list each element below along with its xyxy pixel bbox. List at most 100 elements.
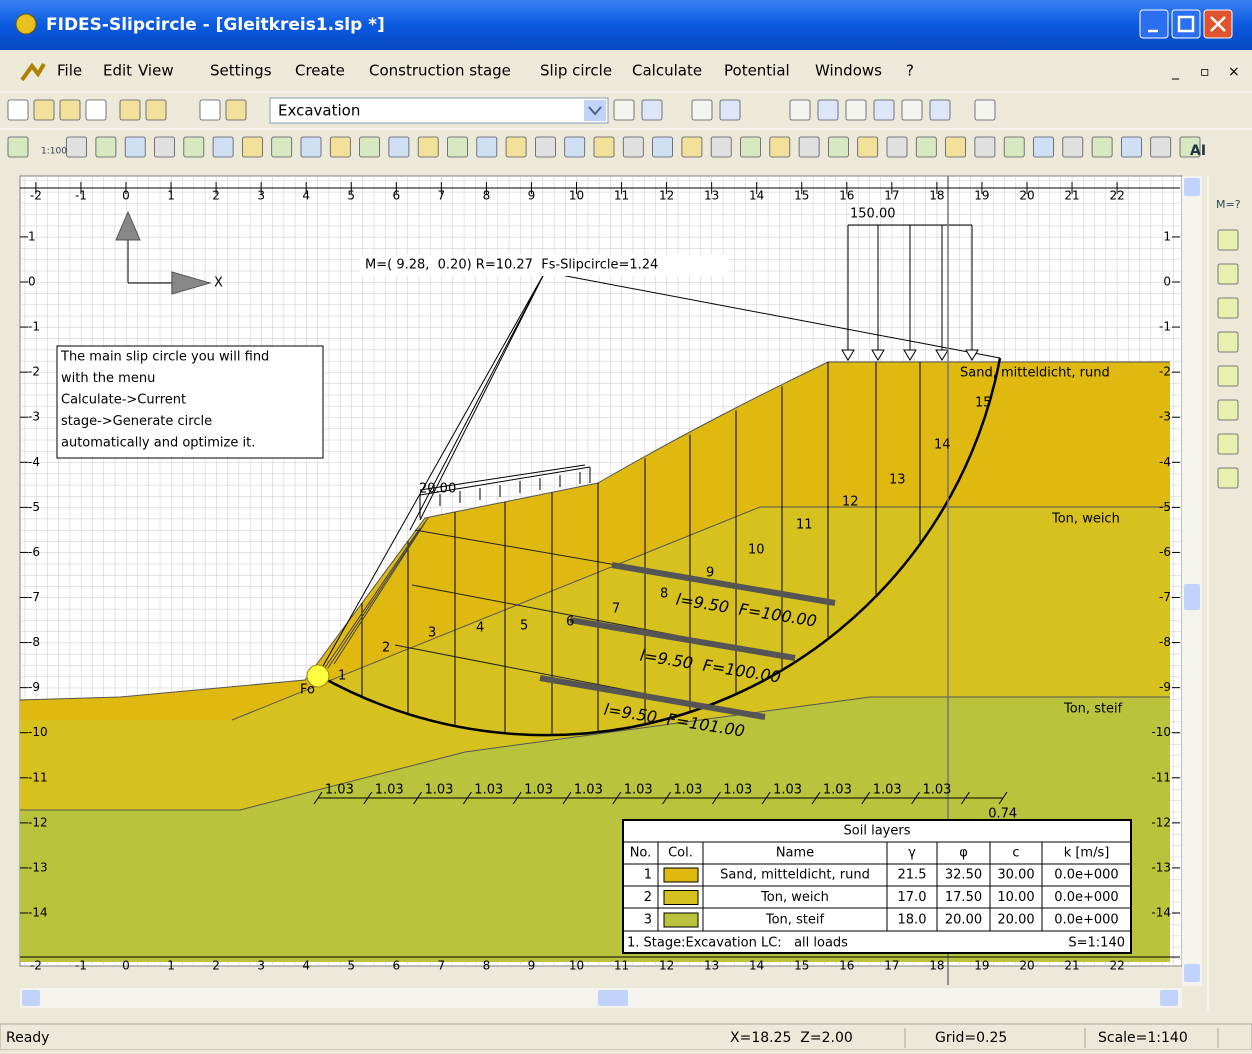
toolbar-button[interactable] — [1091, 136, 1113, 158]
toolbar-button[interactable] — [154, 136, 175, 158]
toolbar-button[interactable] — [593, 136, 615, 158]
toolbar-button[interactable] — [740, 136, 761, 158]
toolbar-button[interactable] — [564, 136, 586, 158]
toolbar-button[interactable] — [691, 99, 713, 121]
toolbar-button[interactable] — [1003, 136, 1025, 158]
toolbar-button[interactable] — [505, 136, 527, 158]
ai-button[interactable]: AI — [1190, 143, 1206, 159]
toolbar-button[interactable] — [719, 99, 741, 121]
toolbar-button[interactable] — [329, 136, 351, 158]
toolbar-button[interactable] — [1217, 263, 1239, 285]
menu-item[interactable]: File — [57, 62, 82, 80]
toolbar-button[interactable] — [915, 136, 937, 158]
menu-item[interactable]: Calculate — [632, 62, 702, 80]
toolbar-button[interactable] — [1217, 229, 1239, 251]
vertical-scrollbar[interactable] — [1182, 176, 1202, 986]
menu-item[interactable]: Edit — [103, 62, 132, 80]
menu-item[interactable]: View — [138, 62, 174, 80]
scroll-thumb[interactable] — [1184, 584, 1200, 610]
scroll-thumb[interactable] — [598, 990, 628, 1006]
menu-item[interactable]: Slip circle — [540, 62, 612, 80]
toolbar-button[interactable] — [817, 99, 839, 121]
toolbar-button[interactable] — [1217, 433, 1239, 455]
toolbar-button[interactable] — [183, 136, 205, 158]
toolbar-button[interactable] — [145, 99, 167, 121]
toolbar-button[interactable] — [622, 136, 644, 158]
toolbar-button[interactable] — [1217, 297, 1239, 319]
menu-item[interactable]: ? — [906, 62, 914, 80]
toolbar-button[interactable] — [929, 99, 951, 121]
toolbar-button[interactable] — [681, 136, 703, 158]
measure-tick — [413, 791, 423, 805]
menu-item[interactable]: Settings — [210, 62, 272, 80]
side-button[interactable]: M=? — [1216, 198, 1241, 211]
toolbar-button[interactable] — [1033, 136, 1054, 158]
toolbar-button[interactable] — [535, 136, 556, 158]
toolbar-button[interactable] — [33, 99, 55, 121]
toolbar-button[interactable] — [901, 99, 923, 121]
toolbar-button[interactable] — [388, 136, 410, 158]
maximize-button[interactable] — [1171, 9, 1201, 39]
ruler-label: 8 — [483, 959, 491, 973]
toolbar-button[interactable] — [1217, 467, 1239, 489]
toolbar-button[interactable] — [271, 136, 293, 158]
toolbar-button[interactable] — [1217, 331, 1239, 353]
toolbar-button[interactable] — [1062, 136, 1084, 158]
toolbar-button[interactable] — [300, 136, 322, 158]
toolbar-button[interactable] — [769, 136, 791, 158]
toolbar-button[interactable] — [225, 99, 247, 121]
toolbar-button[interactable] — [447, 136, 468, 158]
toolbar-button[interactable] — [845, 99, 867, 121]
toolbar-button[interactable] — [199, 99, 221, 121]
note-line: The main slip circle you will find — [60, 350, 269, 365]
toolbar-button[interactable] — [1217, 399, 1239, 421]
scroll-left[interactable] — [22, 990, 40, 1006]
toolbar-button[interactable] — [212, 136, 234, 158]
toolbar-button[interactable] — [124, 136, 146, 158]
toolbar-button[interactable] — [59, 99, 81, 121]
scroll-up[interactable] — [1184, 178, 1200, 196]
toolbar-button[interactable] — [798, 136, 820, 158]
toolbar-button[interactable] — [1179, 136, 1201, 158]
toolbar-button[interactable] — [119, 99, 141, 121]
toolbar-button[interactable] — [641, 99, 663, 121]
minimize-button[interactable] — [1139, 9, 1169, 39]
toolbar-button[interactable] — [359, 136, 381, 158]
toolbar-button[interactable] — [857, 136, 879, 158]
toolbar-button[interactable] — [886, 136, 908, 158]
menu-item[interactable]: Potential — [724, 62, 790, 80]
toolbar-button[interactable] — [652, 136, 673, 158]
toolbar-button[interactable] — [1150, 136, 1172, 158]
toolbar-button[interactable] — [789, 99, 811, 121]
toolbar-button[interactable] — [7, 99, 29, 121]
scale-button[interactable]: 1:100 — [41, 147, 67, 157]
mdi-controls[interactable]: ▫ — [1200, 64, 1210, 80]
combo-arrow[interactable] — [584, 100, 606, 121]
toolbar-button[interactable] — [95, 136, 117, 158]
toolbar-button[interactable] — [974, 99, 996, 121]
mdi-controls[interactable]: _ — [1171, 64, 1180, 80]
toolbar-button[interactable] — [85, 99, 107, 121]
toolbar-button[interactable] — [7, 136, 29, 158]
toolbar-button[interactable] — [1121, 136, 1142, 158]
toolbar-button[interactable] — [66, 136, 87, 158]
ruler-label: -2 — [30, 959, 42, 973]
toolbar-button[interactable] — [828, 136, 849, 158]
menu-item[interactable]: Windows — [815, 62, 882, 80]
scroll-down[interactable] — [1184, 964, 1200, 982]
menu-item[interactable]: Construction stage — [369, 62, 511, 80]
toolbar-button[interactable] — [945, 136, 966, 158]
ruler-label: -5 — [1159, 500, 1171, 514]
toolbar-button[interactable] — [613, 99, 635, 121]
menu-item[interactable]: Create — [295, 62, 345, 80]
mdi-controls[interactable]: × — [1228, 64, 1240, 80]
toolbar-button[interactable] — [476, 136, 498, 158]
toolbar-button[interactable] — [417, 136, 439, 158]
toolbar-button[interactable] — [710, 136, 732, 158]
toolbar-button[interactable] — [974, 136, 996, 158]
stage-combo[interactable] — [269, 97, 609, 124]
toolbar-button[interactable] — [873, 99, 895, 121]
toolbar-button[interactable] — [241, 136, 263, 158]
scroll-right[interactable] — [1160, 990, 1178, 1006]
toolbar-button[interactable] — [1217, 365, 1239, 387]
